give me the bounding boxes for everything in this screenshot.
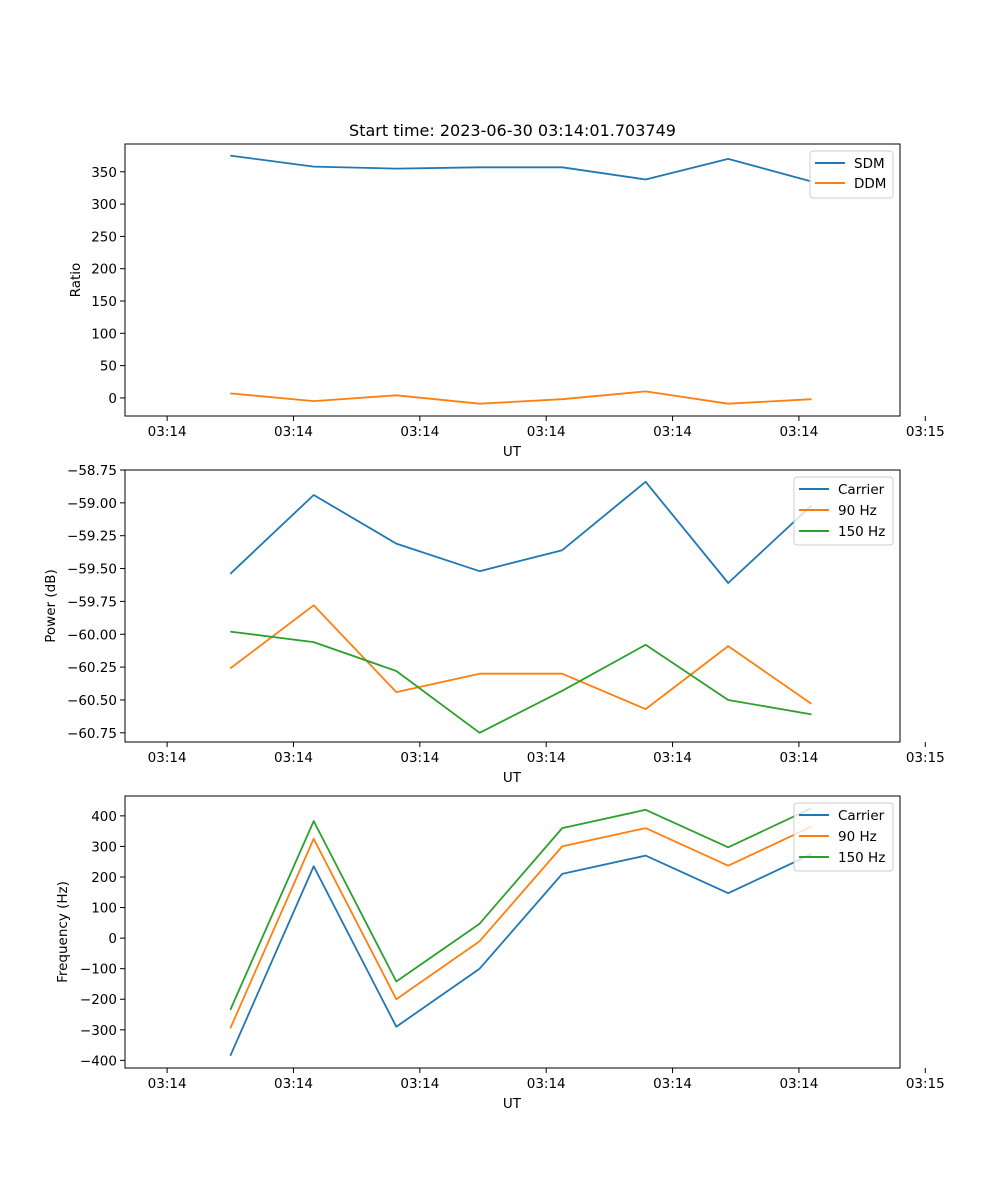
subplot-power: UT Power (dB) 03:14 03:14 03:14 03:14 03:14 0… xyxy=(43,463,945,786)
legend-box xyxy=(793,802,894,872)
x-axis-label: UT xyxy=(503,1096,522,1112)
x-tick-label: 03:15 xyxy=(906,424,945,440)
legend-box xyxy=(793,476,894,546)
x-tick-label: 03:14 xyxy=(400,750,439,766)
x-tick-label: 03:14 xyxy=(779,1076,818,1092)
x-tick-label: 03:15 xyxy=(906,750,945,766)
x-tick-label: 03:14 xyxy=(653,424,692,440)
chart-title: Start time: 2023-06-30 03:14:01.703749 xyxy=(349,121,676,140)
plot-lines xyxy=(230,154,812,405)
y-axis-label: Power (dB) xyxy=(43,569,59,642)
x-tick-label: 03:14 xyxy=(527,750,566,766)
legend-label-90hz: 90 Hz xyxy=(838,503,877,519)
x-axis-label: UT xyxy=(503,444,522,460)
x-tick-label: 03:14 xyxy=(779,424,818,440)
x-tick-label: 03:14 xyxy=(400,1076,439,1092)
legend-label-carrier: Carrier xyxy=(838,482,885,498)
y-tick-label: −300 xyxy=(80,1023,117,1039)
y-tick-label: −60.50 xyxy=(67,693,117,709)
y-tick-label: 100 xyxy=(91,901,117,917)
legend: Carrier 90 Hz 150 Hz xyxy=(793,802,894,872)
x-tick-label: 03:14 xyxy=(400,424,439,440)
x-tick-label: 03:14 xyxy=(274,1076,313,1092)
y-tick-label: −58.75 xyxy=(67,463,117,479)
y-tick-label: −59.75 xyxy=(67,594,117,610)
series-line-150-hz xyxy=(230,630,812,734)
y-axis-label: Ratio xyxy=(68,263,84,298)
y-tick-label: 100 xyxy=(91,326,117,342)
x-tick-label: 03:14 xyxy=(779,750,818,766)
y-tick-label: −200 xyxy=(80,992,117,1008)
series-line-90-hz xyxy=(229,825,812,1029)
y-tick-label: −60.00 xyxy=(67,627,117,643)
y-tick-label: 0 xyxy=(108,391,117,407)
legend-label-150hz: 150 Hz xyxy=(838,524,885,540)
y-axis-label: Frequency (Hz) xyxy=(55,881,71,983)
legend-label-ddm: DDM xyxy=(854,176,886,192)
plot-lines xyxy=(229,480,813,734)
y-tick-label: 200 xyxy=(91,870,117,886)
y-tick-label: 350 xyxy=(91,165,117,181)
y-tick-label: 250 xyxy=(91,229,117,245)
plot-frame xyxy=(124,469,901,743)
series-line-90-hz xyxy=(229,604,813,710)
legend-label-carrier: Carrier xyxy=(838,808,885,824)
y-tick-label: 0 xyxy=(108,931,117,947)
x-tick-label: 03:14 xyxy=(148,750,187,766)
plot-frame xyxy=(124,795,901,1069)
series-line-carrier xyxy=(229,853,812,1057)
series-line-150-hz xyxy=(229,807,812,1011)
plot-frame xyxy=(124,143,901,417)
x-tick-label: 03:15 xyxy=(906,1076,945,1092)
axis-ticks: 03:14 03:14 03:14 03:14 03:14 03:14 03:15 0 50 10… xyxy=(91,165,945,440)
y-tick-label: −400 xyxy=(80,1053,117,1069)
x-tick-label: 03:14 xyxy=(653,1076,692,1092)
x-tick-label: 03:14 xyxy=(274,424,313,440)
y-tick-label: −59.00 xyxy=(67,496,117,512)
y-tick-label: 200 xyxy=(91,262,117,278)
y-tick-label: 400 xyxy=(91,809,117,825)
y-tick-label: 50 xyxy=(100,359,117,375)
x-tick-label: 03:14 xyxy=(527,424,566,440)
y-tick-label: −60.25 xyxy=(67,660,117,676)
y-tick-label: −60.75 xyxy=(67,726,117,742)
x-tick-label: 03:14 xyxy=(148,1076,187,1092)
series-line-ddm xyxy=(230,390,812,405)
plot-lines xyxy=(229,807,812,1057)
legend: Carrier 90 Hz 150 Hz xyxy=(793,476,894,546)
series-line-carrier xyxy=(229,480,813,584)
subplot-ratio: Start time: 2023-06-30 03:14:01.703749 U… xyxy=(68,121,945,460)
x-axis-label: UT xyxy=(503,770,522,786)
x-tick-label: 03:14 xyxy=(527,1076,566,1092)
y-tick-label: −59.50 xyxy=(67,562,117,578)
legend-label-sdm: SDM xyxy=(854,156,885,172)
subplot-frequency: UT Frequency (Hz) 03:14 03:14 03:14 03:14 03… xyxy=(55,795,945,1112)
x-tick-label: 03:14 xyxy=(274,750,313,766)
axis-ticks: 03:14 03:14 03:14 03:14 03:14 03:14 03:15 −58.7… xyxy=(67,463,945,766)
legend-label-90hz: 90 Hz xyxy=(838,829,877,845)
legend-label-150hz: 150 Hz xyxy=(838,850,885,866)
y-tick-label: 300 xyxy=(91,197,117,213)
y-tick-label: −100 xyxy=(80,962,117,978)
y-tick-label: 150 xyxy=(91,294,117,310)
y-tick-label: 300 xyxy=(91,839,117,855)
series-line-sdm xyxy=(230,154,812,183)
axis-ticks: 03:14 03:14 03:14 03:14 03:14 03:14 03:15 −400 −… xyxy=(80,809,945,1092)
legend: SDM DDM xyxy=(809,150,894,199)
x-tick-label: 03:14 xyxy=(653,750,692,766)
x-tick-label: 03:14 xyxy=(148,424,187,440)
y-tick-label: −59.25 xyxy=(67,529,117,545)
